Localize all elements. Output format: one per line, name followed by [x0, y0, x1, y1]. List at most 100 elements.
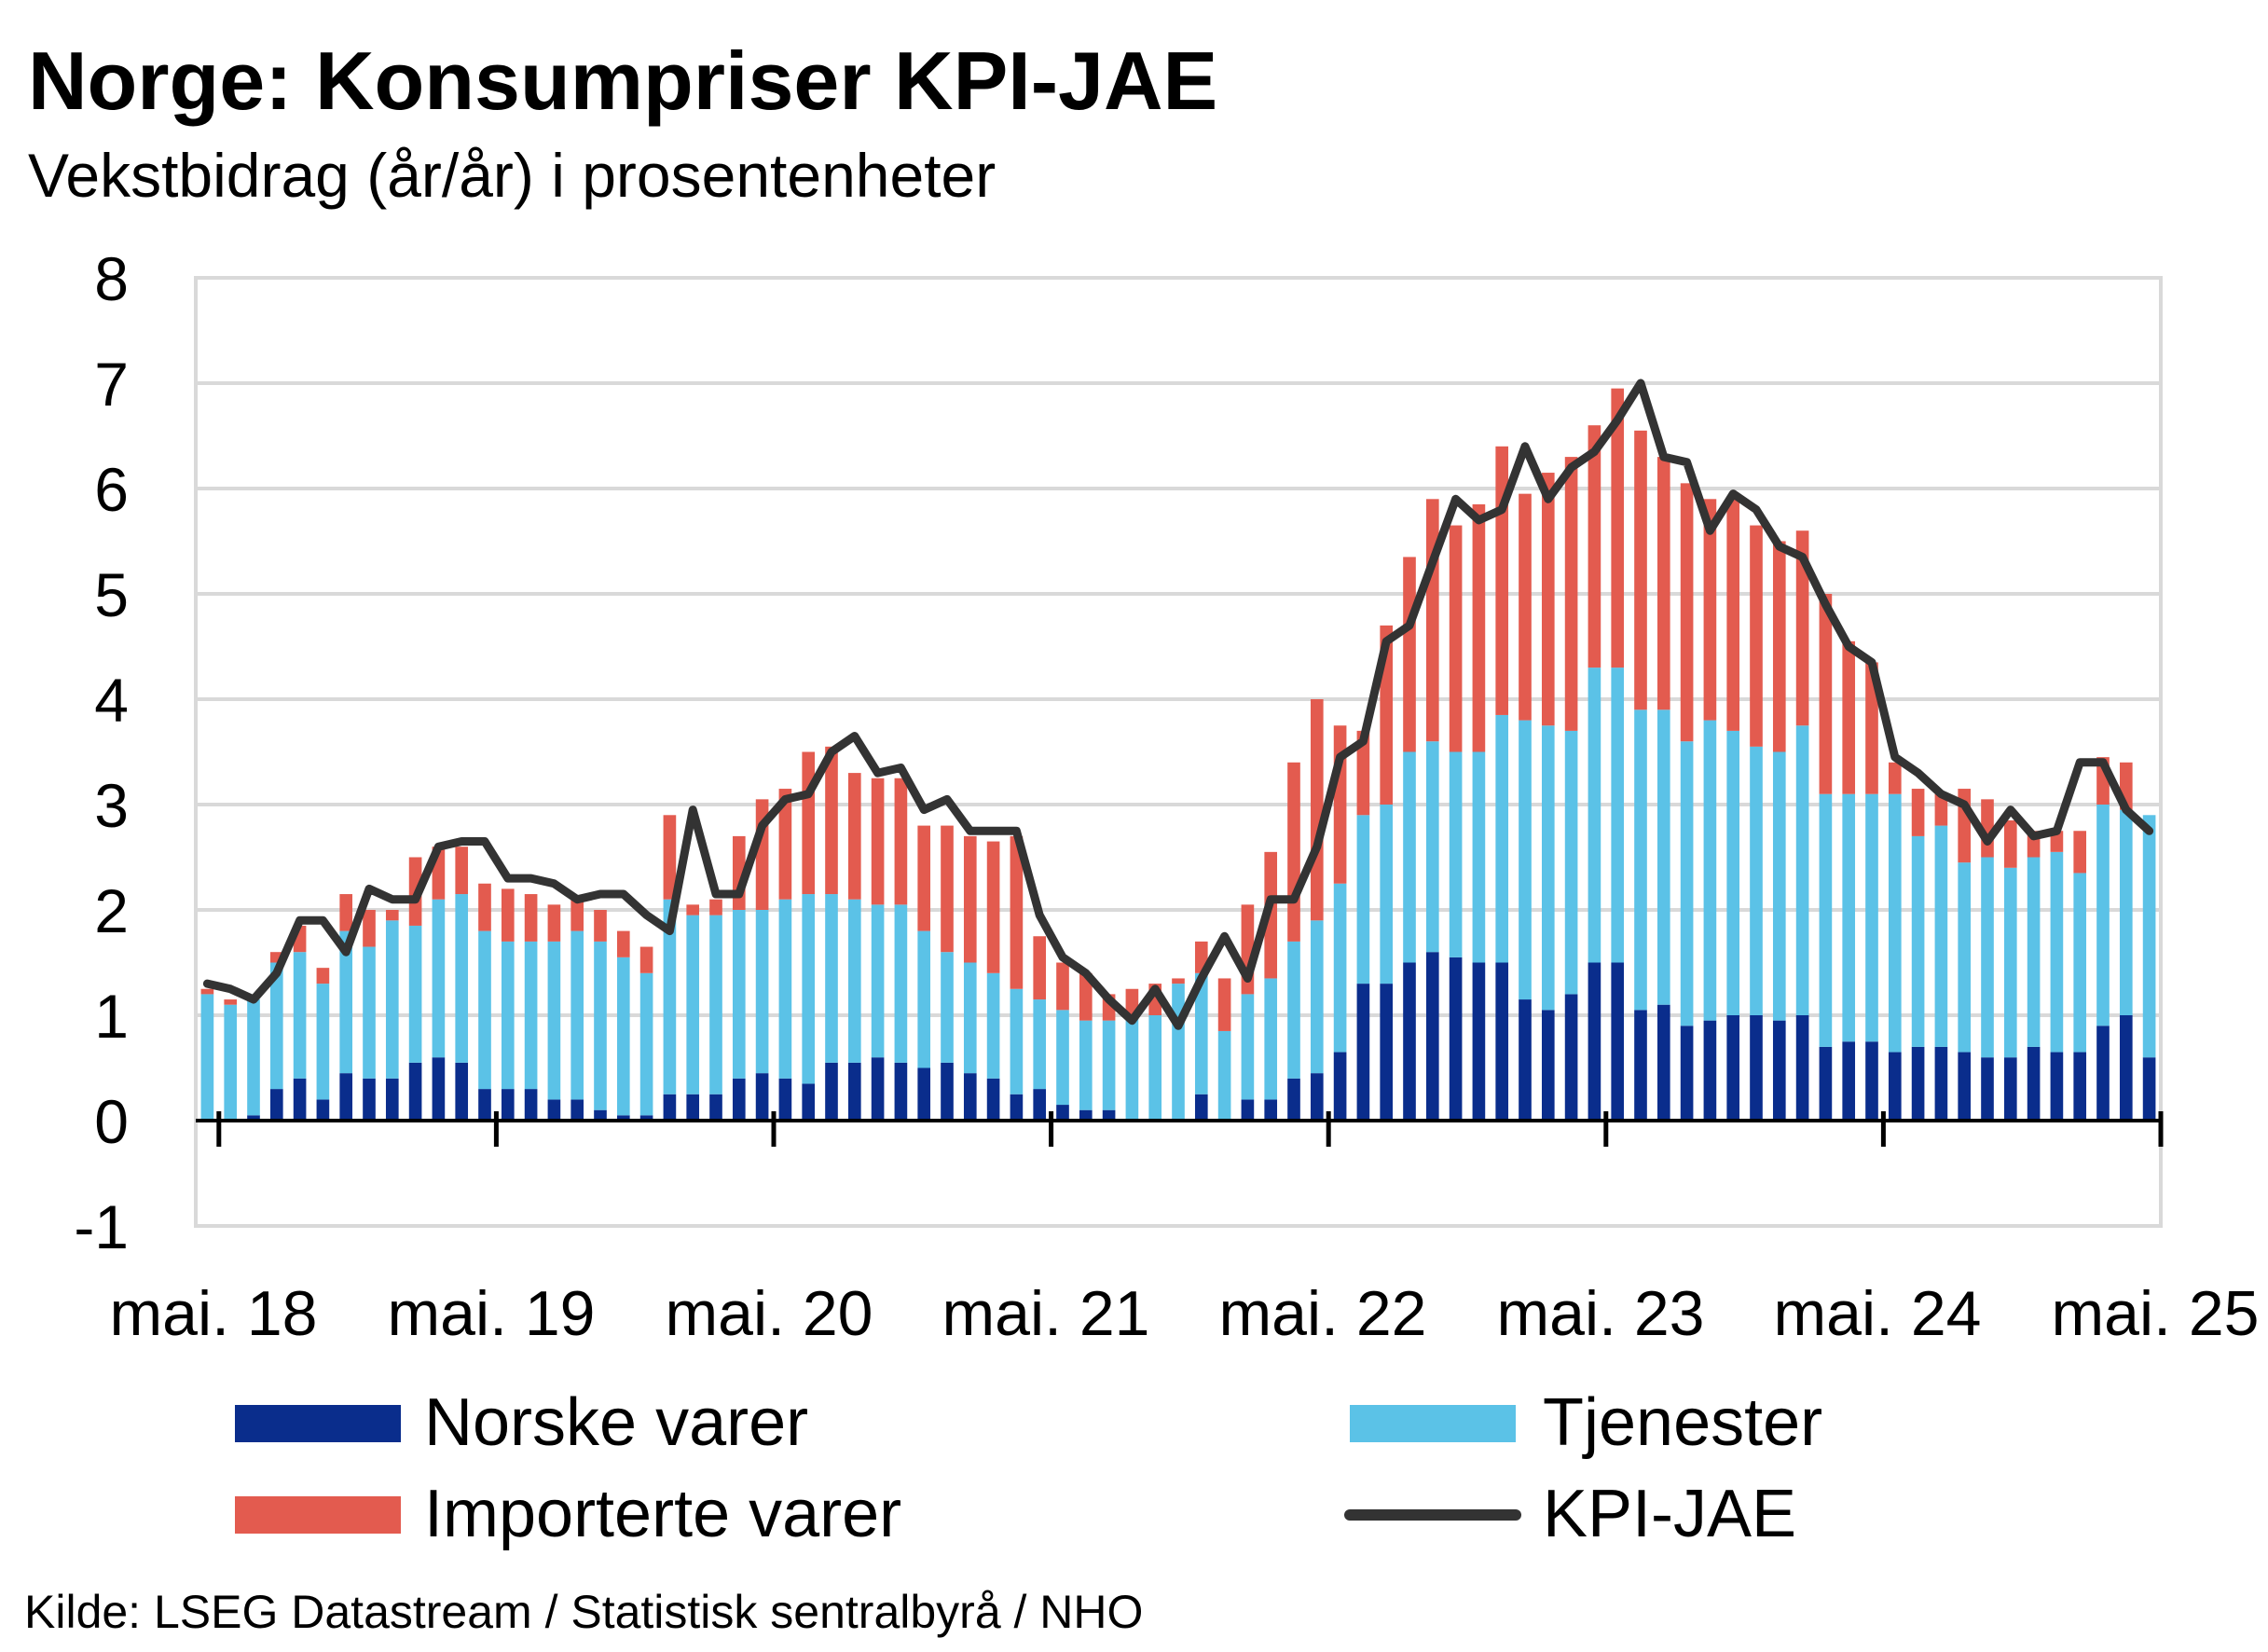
legend-swatch	[1350, 1405, 1516, 1442]
bar-tjenester	[2050, 851, 2064, 1053]
bar-norske-varer	[455, 1062, 469, 1121]
bar-importerte-varer	[524, 894, 538, 942]
bar-norske-varer	[547, 1099, 561, 1121]
y-axis-ticks: 8 7 6 5 4 3 2 1 0 -1	[74, 244, 129, 1261]
bar-importerte-varer	[941, 825, 954, 953]
bar-tjenester	[224, 1004, 238, 1121]
bar-tjenester	[570, 930, 584, 1100]
bar-norske-varer	[478, 1089, 491, 1121]
bar-norske-varer	[1726, 1015, 1740, 1121]
bar-tjenester	[432, 899, 446, 1058]
bar-tjenester	[1888, 793, 1902, 1053]
bar-norske-varer	[1795, 1015, 1809, 1121]
bar-importerte-varer	[1056, 962, 1069, 1011]
bar-importerte-varer	[1726, 499, 1740, 731]
bar-norske-varer	[1934, 1046, 1948, 1121]
bar-norske-varer	[1842, 1041, 1856, 1121]
bar-norske-varer	[1634, 1010, 1647, 1121]
bar-importerte-varer	[1010, 835, 1024, 989]
bar-norske-varer	[524, 1089, 538, 1121]
bar-tjenester	[1795, 725, 1809, 1015]
kpi-line-group	[202, 379, 2154, 1030]
bar-tjenester	[1750, 746, 1763, 1015]
legend-label: Norske varer	[424, 1385, 808, 1460]
bar-norske-varer	[1264, 1099, 1278, 1121]
bar-importerte-varer	[1865, 662, 1878, 794]
axes	[196, 1111, 2164, 1147]
bar-norske-varer	[2096, 1026, 2110, 1121]
bar-tjenester	[1241, 994, 1255, 1100]
bar-norske-varer	[986, 1078, 1000, 1121]
bar-importerte-varer	[847, 773, 861, 900]
bar-norske-varer	[1981, 1057, 1994, 1121]
bar-norske-varer	[894, 1062, 908, 1121]
bar-importerte-varer	[871, 778, 885, 905]
x-tick-label: mai. 23	[1497, 1278, 1705, 1349]
bar-tjenester	[1611, 668, 1625, 963]
bar-tjenester	[200, 994, 214, 1121]
bar-tjenester	[1772, 751, 1786, 1021]
bar-tjenester	[663, 899, 677, 1094]
bar-norske-varer	[1194, 1094, 1208, 1121]
y-tick-label: 4	[94, 666, 129, 735]
bar-tjenester	[755, 910, 769, 1074]
x-tick-label: mai. 22	[1219, 1278, 1427, 1349]
bar-importerte-varer	[1750, 525, 1763, 747]
x-tick-label: mai. 21	[942, 1278, 1150, 1349]
bar-importerte-varer	[200, 988, 214, 995]
bar-norske-varer	[802, 1083, 816, 1121]
y-tick-label: 5	[94, 560, 129, 629]
bar-norske-varer	[663, 1094, 677, 1121]
bar-tjenester	[847, 899, 861, 1063]
bar-importerte-varer	[1125, 988, 1139, 1015]
bar-norske-varer	[1056, 1105, 1069, 1121]
bar-importerte-varer	[363, 910, 376, 947]
bar-importerte-varer	[2050, 831, 2064, 852]
bar-importerte-varer	[1449, 525, 1463, 752]
bar-norske-varer	[1472, 962, 1486, 1121]
bar-tjenester	[501, 941, 515, 1090]
bar-tjenester	[1356, 815, 1370, 984]
chart-subtitle: Vekstbidrag (år/år) i prosentenheter	[28, 141, 997, 210]
bar-tjenester	[1865, 793, 1878, 1042]
bar-importerte-varer	[1842, 640, 1856, 794]
bar-norske-varer	[686, 1094, 700, 1121]
bar-tjenester	[408, 925, 422, 1063]
bar-tjenester	[1495, 714, 1509, 963]
bar-norske-varer	[408, 1062, 422, 1121]
gridlines	[194, 276, 2163, 1228]
y-tick-label: 2	[94, 876, 129, 945]
bar-tjenester	[293, 952, 307, 1079]
y-tick-label: 0	[94, 1087, 129, 1156]
bar-importerte-varer	[1634, 430, 1647, 710]
bar-tjenester	[802, 894, 816, 1084]
bar-norske-varer	[2073, 1052, 2087, 1121]
bar-importerte-varer	[917, 825, 931, 931]
bar-norske-varer	[1333, 1052, 1347, 1121]
bar-tjenester	[1102, 1020, 1116, 1110]
bar-norske-varer	[1750, 1015, 1763, 1121]
bar-norske-varer	[1911, 1046, 1925, 1121]
bar-norske-varer	[639, 1115, 653, 1121]
bar-tjenester	[455, 894, 469, 1063]
bar-norske-varer	[2050, 1052, 2064, 1121]
bar-importerte-varer	[1703, 499, 1717, 721]
bar-norske-varer	[2027, 1046, 2041, 1121]
bar-importerte-varer	[1772, 541, 1786, 752]
bar-tjenester	[2096, 805, 2110, 1026]
y-tick-label: 7	[94, 350, 129, 419]
bar-norske-varer	[1102, 1109, 1116, 1121]
bar-norske-varer	[1241, 1099, 1255, 1121]
bar-importerte-varer	[269, 952, 283, 963]
bar-norske-varer	[778, 1078, 792, 1121]
bar-norske-varer	[1772, 1020, 1786, 1121]
bar-group	[200, 388, 2156, 1121]
bar-importerte-varer	[2073, 831, 2087, 874]
bar-importerte-varer	[1287, 762, 1300, 942]
bar-tjenester	[917, 930, 931, 1068]
bar-tjenester	[269, 962, 283, 1090]
bar-tjenester	[1842, 793, 1856, 1042]
bar-importerte-varer	[639, 946, 653, 973]
bar-importerte-varer	[894, 778, 908, 905]
